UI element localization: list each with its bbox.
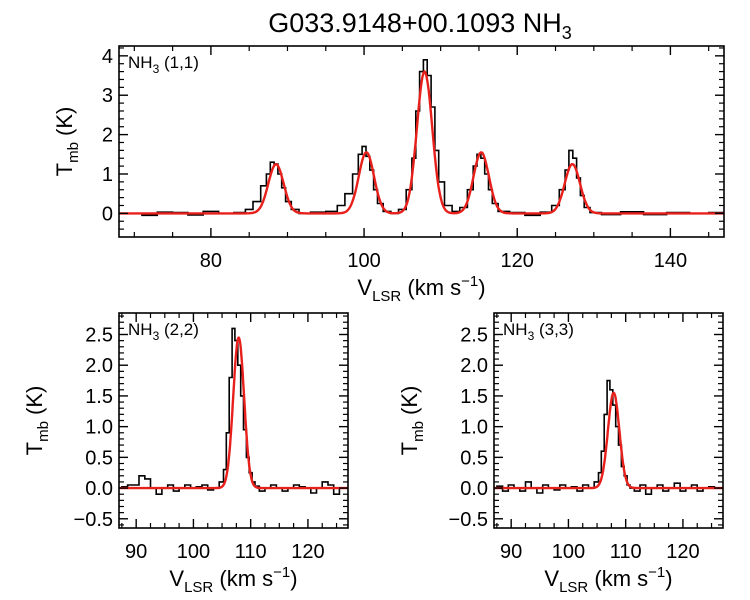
y-tick-label: 2.0 bbox=[85, 355, 113, 377]
y-tick-label: 0 bbox=[102, 203, 113, 225]
y-tick-label: −0.5 bbox=[74, 509, 113, 531]
y-tick-label: 1.5 bbox=[460, 386, 488, 408]
y-tick-label: 0.0 bbox=[85, 478, 113, 500]
y-axis-label-units: (K) bbox=[52, 107, 77, 142]
spectrum-panel-3: 90 100 110 120 −0.5 0.0 0.5 1.0 1.5 2.0 2.5 NH3 (3,… bbox=[397, 312, 724, 596]
y-tick-label: −0.5 bbox=[449, 509, 488, 531]
plot-frame bbox=[118, 45, 725, 238]
panel-label: NH3 (2,2) bbox=[128, 320, 199, 343]
y-tick-label: 2.5 bbox=[85, 325, 113, 347]
x-axis-label: VLSR (km s−1) bbox=[357, 273, 485, 305]
x-tick-label: 90 bbox=[125, 541, 147, 563]
x-tick-label: 80 bbox=[200, 250, 222, 272]
x-axis-label-close: ) bbox=[665, 566, 672, 591]
x-tick-label: 120 bbox=[501, 250, 534, 272]
panel-label: NH3 (1,1) bbox=[128, 53, 199, 76]
y-tick-label: 2 bbox=[102, 125, 113, 147]
x-axis-label-subscript: LSR bbox=[184, 579, 213, 596]
x-tick-label: 100 bbox=[552, 541, 585, 563]
y-tick-label: 0.0 bbox=[460, 478, 488, 500]
y-tick-label: 2.0 bbox=[460, 355, 488, 377]
x-axis-label-superscript: −1 bbox=[461, 273, 478, 290]
y-axis-label: Tmb (K) bbox=[397, 386, 427, 456]
x-tick-label: 120 bbox=[291, 541, 324, 563]
x-axis-label: VLSR (km s−1) bbox=[169, 564, 297, 596]
y-axis-label: Tmb (K) bbox=[52, 107, 82, 177]
x-axis-label-subscript: LSR bbox=[559, 579, 588, 596]
gaussian-fit-line bbox=[119, 336, 348, 490]
y-tick-label: 1 bbox=[102, 164, 113, 186]
panel-label-subscript: 3 bbox=[153, 329, 160, 343]
y-axis-label-main: T bbox=[397, 442, 422, 455]
panel-label-main: NH bbox=[128, 53, 153, 72]
x-axis-label-units: (km s bbox=[588, 566, 648, 591]
x-axis-label-main: V bbox=[544, 566, 559, 591]
x-tick-label: 100 bbox=[347, 250, 380, 272]
panel-label-rest: (3,3) bbox=[534, 320, 574, 339]
figure-title-subscript: 3 bbox=[562, 23, 572, 43]
y-tick-label: 2.5 bbox=[460, 325, 488, 347]
y-tick-label: 1.0 bbox=[85, 417, 113, 439]
y-axis-label-subscript: mb bbox=[35, 421, 52, 442]
y-axis-label-units: (K) bbox=[397, 386, 422, 421]
figure-title: G033.9148+00.1093 NH3 bbox=[268, 8, 572, 43]
y-tick-label: 0.5 bbox=[460, 447, 488, 469]
y-tick-label: 0.5 bbox=[85, 447, 113, 469]
y-axis-label: Tmb (K) bbox=[22, 386, 52, 456]
figure-title-main: G033.9148+00.1093 NH bbox=[268, 8, 561, 38]
y-tick-label: 3 bbox=[102, 85, 113, 107]
y-tick-label: 1.5 bbox=[85, 386, 113, 408]
x-tick-label: 120 bbox=[666, 541, 699, 563]
y-axis-label-units: (K) bbox=[22, 386, 47, 421]
plot-frame bbox=[118, 312, 349, 529]
x-tick-label: 110 bbox=[610, 541, 642, 563]
y-axis-label-subscript: mb bbox=[65, 142, 82, 163]
y-axis-label-main: T bbox=[52, 163, 77, 176]
x-tick-label: 110 bbox=[235, 541, 267, 563]
x-tick-label: 100 bbox=[177, 541, 210, 563]
panel-label-rest: (1,1) bbox=[159, 53, 199, 72]
x-axis-label-superscript: −1 bbox=[648, 564, 665, 581]
x-axis-label-subscript: LSR bbox=[372, 288, 401, 305]
gaussian-fit-line bbox=[119, 69, 724, 215]
y-axis-label-subscript: mb bbox=[410, 421, 427, 442]
x-tick-label: 90 bbox=[500, 541, 522, 563]
x-tick-label: 140 bbox=[654, 250, 687, 272]
x-axis-label-close: ) bbox=[478, 275, 485, 300]
panel-label-rest: (2,2) bbox=[159, 320, 199, 339]
x-axis-label-superscript: −1 bbox=[273, 564, 290, 581]
panel-label-main: NH bbox=[503, 320, 528, 339]
x-axis-label-units: (km s bbox=[401, 275, 461, 300]
panel-label: NH3 (3,3) bbox=[503, 320, 574, 343]
y-axis-label-main: T bbox=[22, 442, 47, 455]
spectrum-panel-2: 90 100 110 120 −0.5 0.0 0.5 1.0 1.5 2.0 2.5 NH3 (2,… bbox=[22, 312, 349, 596]
x-axis-label-units: (km s bbox=[213, 566, 273, 591]
panel-label-subscript: 3 bbox=[528, 329, 535, 343]
spectrum-step-line bbox=[494, 379, 723, 495]
panel-label-main: NH bbox=[128, 320, 153, 339]
x-axis-label-main: V bbox=[357, 275, 372, 300]
x-axis-label: VLSR (km s−1) bbox=[544, 564, 672, 596]
y-tick-label: 1.0 bbox=[460, 417, 488, 439]
x-axis-label-main: V bbox=[169, 566, 184, 591]
x-axis-label-close: ) bbox=[290, 566, 297, 591]
panel-label-subscript: 3 bbox=[153, 62, 160, 76]
gaussian-fit-line bbox=[494, 391, 723, 490]
y-tick-label: 4 bbox=[102, 46, 113, 68]
